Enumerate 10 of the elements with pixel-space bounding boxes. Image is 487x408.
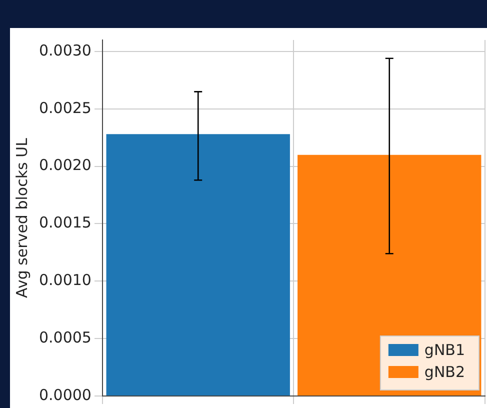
legend-label: gNB2 xyxy=(424,362,465,381)
y-tick-label: 0.0020 xyxy=(38,156,92,174)
y-tick-label: 0.0000 xyxy=(38,386,92,404)
y-tick-label: 0.0005 xyxy=(38,328,92,346)
legend-label: gNB1 xyxy=(424,340,465,359)
y-tick-label: 0.0025 xyxy=(38,98,92,117)
y-tick-label: 0.0010 xyxy=(38,271,92,290)
y-tick-label: 0.0030 xyxy=(38,41,92,60)
y-axis-title: Avg served blocks UL xyxy=(12,137,31,298)
y-tick-label: 0.0015 xyxy=(38,214,92,232)
